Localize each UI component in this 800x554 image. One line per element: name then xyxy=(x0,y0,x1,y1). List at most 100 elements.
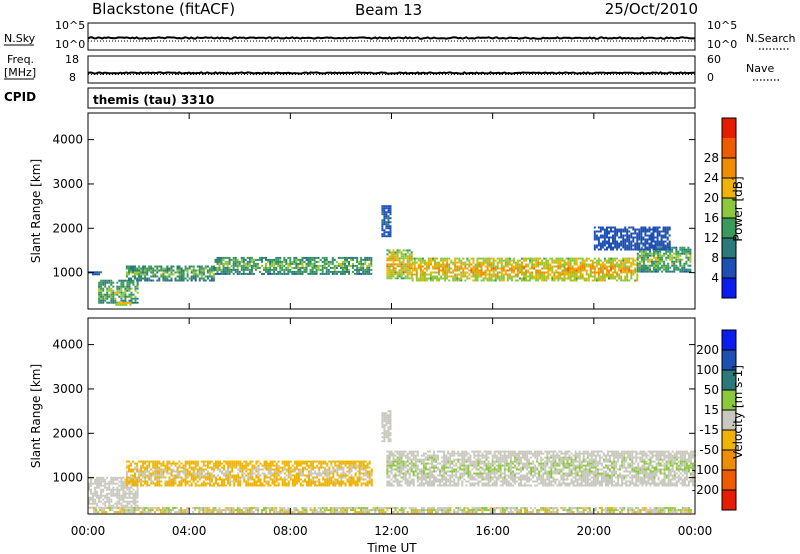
power-cell xyxy=(648,226,651,229)
velocity-cell xyxy=(320,474,323,477)
velocity-cell xyxy=(404,456,407,459)
power-cell xyxy=(204,279,207,282)
velocity-cell xyxy=(439,480,441,483)
velocity-cell xyxy=(261,482,264,485)
velocity-cell xyxy=(194,478,197,481)
power-cell xyxy=(685,252,688,255)
power-cell xyxy=(174,279,177,282)
velocity-cell xyxy=(273,476,276,479)
power-cell xyxy=(593,226,596,229)
velocity-cell xyxy=(481,466,484,469)
power-cell xyxy=(653,268,655,271)
power-cell xyxy=(358,268,361,271)
power-cell xyxy=(559,257,562,260)
power-cell xyxy=(612,240,614,243)
velocity-cell xyxy=(134,500,137,503)
power-cell xyxy=(561,259,564,262)
power-cell xyxy=(146,279,149,282)
velocity-cell xyxy=(134,468,136,471)
velocity-cell xyxy=(225,474,228,477)
power-band-1 xyxy=(98,279,139,304)
velocity-cell xyxy=(184,484,187,487)
power-cell xyxy=(212,275,215,278)
power-cell xyxy=(563,271,566,274)
power-cell xyxy=(162,275,165,278)
power-cell xyxy=(252,264,255,267)
velocity-cell xyxy=(410,464,413,467)
velocity-cell xyxy=(330,482,333,485)
power-cell xyxy=(644,242,647,245)
velocity-cell xyxy=(275,464,278,467)
power-cell xyxy=(250,264,253,267)
power-cell xyxy=(96,273,99,276)
power-cell xyxy=(640,250,643,253)
power-cell xyxy=(408,263,411,266)
velocity-cell xyxy=(344,474,347,477)
power-cell xyxy=(236,268,239,271)
power-cell xyxy=(228,256,231,259)
velocity-cell xyxy=(334,480,337,483)
power-cell xyxy=(218,260,221,263)
velocity-cell xyxy=(180,480,183,483)
power-cell xyxy=(616,275,619,278)
velocity-cell xyxy=(275,476,278,479)
power-cell xyxy=(650,242,653,245)
velocity-cell xyxy=(424,478,427,481)
velocity-cell xyxy=(237,480,240,483)
power-cell xyxy=(537,271,540,274)
power-cell xyxy=(662,246,665,249)
power-cell xyxy=(370,260,373,263)
velocity-cell xyxy=(259,480,262,483)
velocity-cell xyxy=(473,482,476,485)
power-cell xyxy=(176,265,179,268)
power-cell xyxy=(142,267,145,270)
velocity-cell xyxy=(229,470,232,473)
power-cell xyxy=(636,242,639,245)
power-cell xyxy=(148,277,151,280)
power-cell xyxy=(624,279,627,282)
velocity-cell xyxy=(314,476,317,479)
power-cell xyxy=(638,228,641,231)
velocity-cell xyxy=(166,468,169,471)
power-cell xyxy=(311,268,314,271)
power-cell xyxy=(390,265,393,268)
power-cell xyxy=(120,297,123,300)
power-cell xyxy=(656,230,659,233)
velocity-cell xyxy=(346,474,349,477)
velocity-cell xyxy=(168,466,171,469)
power-cell xyxy=(460,273,463,276)
velocity-cell xyxy=(370,474,373,477)
power-cell xyxy=(651,264,653,267)
power-cell xyxy=(654,248,657,251)
power-cell xyxy=(492,275,495,278)
power-cell xyxy=(368,256,371,259)
power-cell xyxy=(410,271,413,274)
velocity-cell xyxy=(392,454,395,457)
power-cell xyxy=(571,271,574,274)
power-cell xyxy=(94,273,97,276)
power-cell xyxy=(102,299,105,302)
power-cell xyxy=(622,259,625,262)
power-cell xyxy=(628,257,631,260)
power-cell xyxy=(478,273,481,276)
power-cell xyxy=(134,287,137,290)
power-cell xyxy=(417,277,420,280)
velocity-cell xyxy=(338,460,341,463)
velocity-cell xyxy=(277,460,280,463)
velocity-cell xyxy=(451,452,454,455)
power-cell xyxy=(108,285,111,288)
velocity-cell xyxy=(245,482,248,485)
power-cell xyxy=(666,244,669,247)
power-cell xyxy=(630,269,633,272)
power-cell xyxy=(419,257,422,260)
power-cell xyxy=(612,271,614,274)
velocity-cell xyxy=(457,454,460,457)
power-cell xyxy=(575,279,578,282)
power-cell xyxy=(216,272,219,275)
velocity-cell xyxy=(126,502,129,505)
power-cell xyxy=(130,287,133,290)
velocity-cell xyxy=(451,474,454,477)
velocity-cell xyxy=(92,496,94,499)
power-cell xyxy=(573,267,576,270)
velocity-cell xyxy=(235,476,238,479)
